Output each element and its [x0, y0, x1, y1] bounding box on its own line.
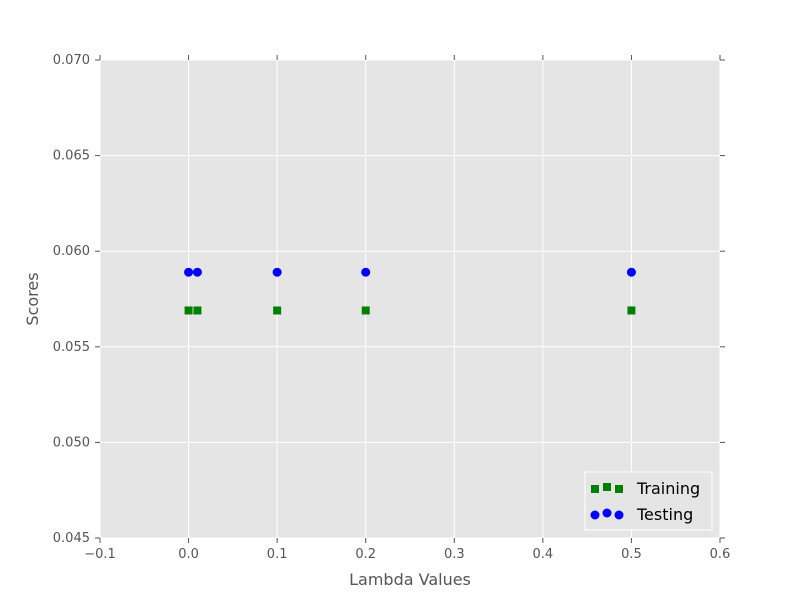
y-axis-title: Scores	[23, 272, 42, 325]
legend-label: Training	[636, 479, 700, 498]
data-points	[184, 267, 636, 315]
y-tick-label: 0.070	[53, 53, 90, 68]
x-tick-label: 0.2	[355, 547, 376, 562]
training-point	[361, 306, 370, 315]
x-tick-label: 0.4	[533, 547, 554, 562]
testing-point	[192, 267, 202, 277]
y-tick-label: 0.050	[53, 435, 90, 450]
legend-training-marker	[591, 485, 599, 493]
legend-label: Testing	[636, 505, 693, 524]
grid-lines	[99, 59, 721, 539]
testing-point	[626, 267, 636, 277]
x-tick-label: −0.1	[84, 547, 116, 562]
y-tick-label: 0.055	[53, 340, 90, 355]
testing-point	[184, 267, 194, 277]
training-point	[627, 306, 636, 315]
x-tick-label: 0.6	[710, 547, 731, 562]
legend-training-marker	[615, 485, 623, 493]
x-tick-label: 0.3	[444, 547, 465, 562]
testing-point	[272, 267, 282, 277]
legend-training-marker	[603, 483, 611, 491]
x-axis-title: Lambda Values	[349, 570, 471, 589]
training-point	[184, 306, 193, 315]
training-point	[193, 306, 202, 315]
axis-ticks: −0.1 0.0 0.1 0.2 0.3 0.4 0.5 0.6 0.045 0.050 0.055…	[53, 53, 731, 562]
training-point	[273, 306, 282, 315]
legend: Training Testing	[584, 471, 713, 531]
y-tick-label: 0.045	[53, 531, 90, 546]
legend-testing-marker	[602, 508, 612, 518]
testing-point	[361, 267, 371, 277]
x-tick-label: 0.5	[621, 547, 642, 562]
legend-testing-marker	[614, 510, 624, 520]
x-tick-label: 0.1	[267, 547, 288, 562]
y-tick-label: 0.065	[53, 149, 90, 164]
legend-box	[584, 471, 713, 531]
x-tick-label: 0.0	[178, 547, 199, 562]
legend-testing-marker	[590, 510, 600, 520]
plot-area	[100, 60, 720, 538]
y-tick-label: 0.060	[53, 244, 90, 259]
